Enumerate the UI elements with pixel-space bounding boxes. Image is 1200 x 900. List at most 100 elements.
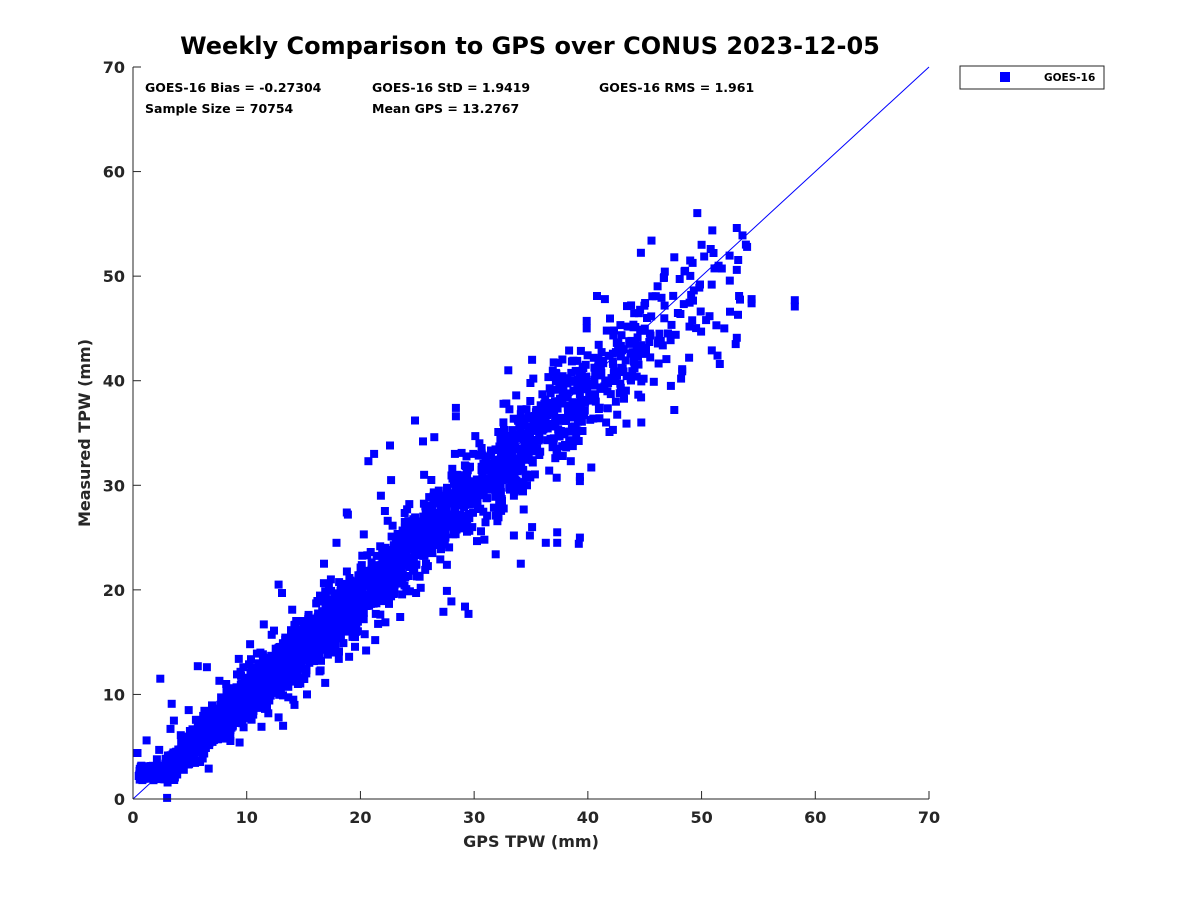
points-layer: [133, 209, 799, 802]
data-point: [434, 492, 443, 501]
data-point: [689, 296, 697, 305]
data-point: [267, 688, 276, 697]
data-point: [588, 381, 597, 390]
data-point: [613, 410, 622, 419]
data-point: [398, 533, 407, 542]
data-point: [345, 574, 354, 582]
data-point: [332, 538, 341, 547]
data-point: [603, 404, 612, 413]
data-point: [697, 327, 706, 336]
data-point: [353, 627, 362, 636]
data-point: [336, 632, 345, 641]
data-point: [558, 372, 567, 381]
data-point: [590, 363, 599, 372]
data-point: [237, 671, 245, 680]
data-point: [290, 669, 299, 678]
data-point: [208, 701, 216, 710]
data-point: [499, 399, 508, 408]
data-point: [351, 642, 359, 651]
data-point: [480, 535, 489, 544]
data-point: [482, 464, 490, 472]
data-point: [306, 621, 315, 630]
data-point: [278, 589, 286, 597]
data-point: [448, 511, 457, 520]
data-point: [575, 477, 584, 486]
data-point: [281, 633, 290, 642]
data-point: [220, 696, 228, 705]
data-point: [582, 372, 591, 381]
data-point: [646, 331, 655, 340]
data-point: [595, 414, 604, 423]
data-point: [519, 505, 528, 514]
data-point: [491, 467, 500, 476]
data-point: [185, 742, 194, 751]
data-point: [249, 705, 258, 714]
data-point: [522, 405, 531, 414]
data-point: [437, 545, 445, 554]
data-point: [578, 427, 587, 435]
data-point: [387, 576, 396, 584]
data-point: [353, 617, 362, 626]
data-point: [383, 516, 392, 525]
data-point: [357, 577, 366, 586]
data-point: [469, 449, 478, 458]
data-point: [453, 470, 462, 479]
data-point: [319, 597, 328, 606]
data-point: [634, 352, 642, 361]
data-point: [223, 704, 232, 713]
data-point: [458, 493, 467, 502]
data-point: [429, 491, 438, 500]
data-point: [274, 651, 283, 660]
data-point: [686, 271, 695, 280]
data-point: [583, 385, 592, 394]
data-point: [420, 517, 429, 526]
data-point: [405, 587, 414, 596]
data-point: [340, 611, 349, 620]
data-point: [493, 517, 502, 526]
data-point: [436, 522, 445, 531]
data-point: [437, 512, 446, 521]
data-point: [478, 489, 487, 498]
data-point: [176, 731, 185, 740]
data-point: [420, 470, 429, 479]
data-point: [427, 531, 436, 540]
data-point: [376, 491, 385, 500]
data-point: [647, 312, 656, 321]
data-point: [573, 356, 582, 365]
data-point: [315, 597, 324, 606]
data-point: [324, 616, 333, 625]
data-point: [529, 374, 538, 383]
data-point: [554, 358, 563, 367]
data-point: [660, 301, 669, 310]
data-point: [662, 355, 671, 364]
data-point: [790, 302, 799, 311]
data-point: [589, 390, 598, 399]
legend: GOES-16: [959, 65, 1105, 90]
data-point: [528, 458, 537, 467]
data-point: [602, 418, 611, 427]
data-point: [456, 500, 465, 509]
data-point: [279, 662, 288, 671]
data-point: [430, 433, 439, 442]
data-point: [249, 710, 258, 719]
data-point: [549, 409, 558, 418]
data-point: [790, 296, 799, 305]
data-point: [418, 550, 427, 559]
data-point: [654, 336, 663, 345]
data-point: [287, 626, 295, 635]
data-point: [386, 441, 394, 450]
data-point: [568, 408, 577, 417]
data-point: [616, 352, 625, 361]
bias-stat: GOES-16 Bias = -0.27304: [145, 80, 322, 95]
data-point: [427, 514, 436, 522]
data-point: [504, 452, 513, 461]
y-tick-label: 10: [103, 685, 125, 704]
data-point: [419, 512, 428, 521]
data-point: [494, 456, 503, 465]
data-point: [602, 326, 611, 335]
data-point: [425, 525, 434, 534]
data-point: [538, 390, 547, 399]
data-point: [398, 590, 407, 599]
data-point: [575, 375, 584, 384]
data-point: [442, 512, 451, 520]
